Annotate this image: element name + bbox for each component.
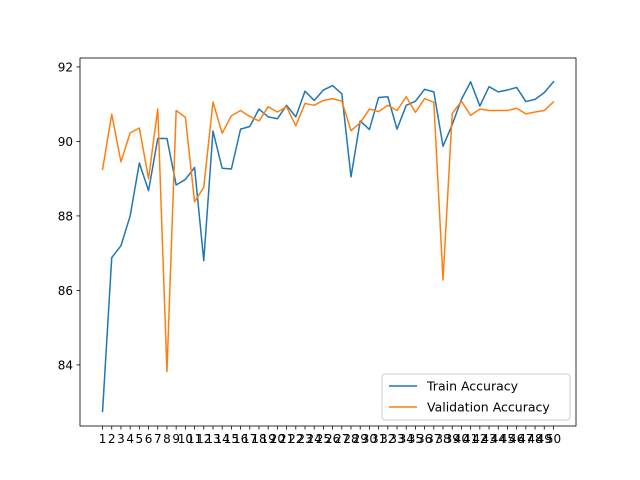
x-tick-label: 16 xyxy=(233,432,248,446)
x-tick-label: 10 xyxy=(178,432,193,446)
x-tick-label: 5 xyxy=(136,432,144,446)
x-tick-label: 19 xyxy=(261,432,276,446)
x-tick-label: 26 xyxy=(325,432,340,446)
x-tick-label: 39 xyxy=(445,432,460,446)
y-tick-label: 92 xyxy=(58,60,73,74)
x-tick-label: 14 xyxy=(215,432,230,446)
series-group xyxy=(101,80,555,413)
x-tick-label: 28 xyxy=(343,432,358,446)
x-tick-label: 9 xyxy=(172,432,180,446)
x-tick-label: 50 xyxy=(546,432,561,446)
x-tick-label: 25 xyxy=(316,432,331,446)
x-tick-label: 42 xyxy=(472,432,487,446)
x-tick-label: 40 xyxy=(454,432,469,446)
x-tick-label: 13 xyxy=(205,432,220,446)
x-tick-label: 36 xyxy=(417,432,432,446)
x-tick-label: 23 xyxy=(297,432,312,446)
x-tick-label: 24 xyxy=(307,432,322,446)
x-tick-label: 29 xyxy=(353,432,368,446)
x-tick-label: 4 xyxy=(126,432,134,446)
x-tick-label: 20 xyxy=(270,432,285,446)
x-tick-label: 41 xyxy=(463,432,478,446)
legend-box xyxy=(381,373,571,421)
x-tick-label: 1 xyxy=(99,432,107,446)
axes: 1 2 3 4 5 6 7 8 91011121314151617181920212223242… xyxy=(58,57,577,446)
x-tick-label: 37 xyxy=(426,432,441,446)
axes-frame xyxy=(79,57,577,427)
x-tick-label: 32 xyxy=(380,432,395,446)
x-tick-label: 43 xyxy=(481,432,496,446)
x-tick-label: 35 xyxy=(408,432,423,446)
x-tick-label: 49 xyxy=(537,432,552,446)
x-tick-label: 27 xyxy=(334,432,349,446)
x-tick-label: 46 xyxy=(509,432,524,446)
legend-label-validation: Validation Accuracy xyxy=(427,400,550,415)
y-tick-label: 84 xyxy=(58,358,73,372)
x-tick-label: 48 xyxy=(527,432,542,446)
x-tick-label: 44 xyxy=(491,432,506,446)
x-tick-label: 15 xyxy=(224,432,239,446)
x-tick-label: 38 xyxy=(435,432,450,446)
x-tick-label: 18 xyxy=(251,432,266,446)
x-tick-label: 34 xyxy=(399,432,414,446)
x-tick-label: 3 xyxy=(117,432,125,446)
y-tick-label: 88 xyxy=(58,209,73,223)
x-tick-label: 7 xyxy=(154,432,162,446)
x-tick-label: 12 xyxy=(196,432,211,446)
x-tick-label: 11 xyxy=(187,432,202,446)
x-tick-label: 22 xyxy=(288,432,303,446)
x-tick-label: 33 xyxy=(389,432,404,446)
legend-label-train: Train Accuracy xyxy=(426,379,519,394)
x-tick-label: 17 xyxy=(242,432,257,446)
series-line-validation xyxy=(101,95,555,373)
x-tick-label: 8 xyxy=(163,432,171,446)
legend: Train Accuracy Validation Accuracy xyxy=(381,373,571,421)
y-tick-label: 90 xyxy=(58,135,73,149)
x-tick-label: 2 xyxy=(108,432,116,446)
x-tick-label: 21 xyxy=(279,432,294,446)
x-tick-label: 30 xyxy=(362,432,377,446)
series-line-train xyxy=(101,80,555,413)
x-tick-label: 31 xyxy=(371,432,386,446)
x-tick-label: 6 xyxy=(145,432,153,446)
x-tick-label: 45 xyxy=(500,432,515,446)
x-tick-label: 47 xyxy=(518,432,533,446)
y-tick-label: 86 xyxy=(58,284,73,298)
